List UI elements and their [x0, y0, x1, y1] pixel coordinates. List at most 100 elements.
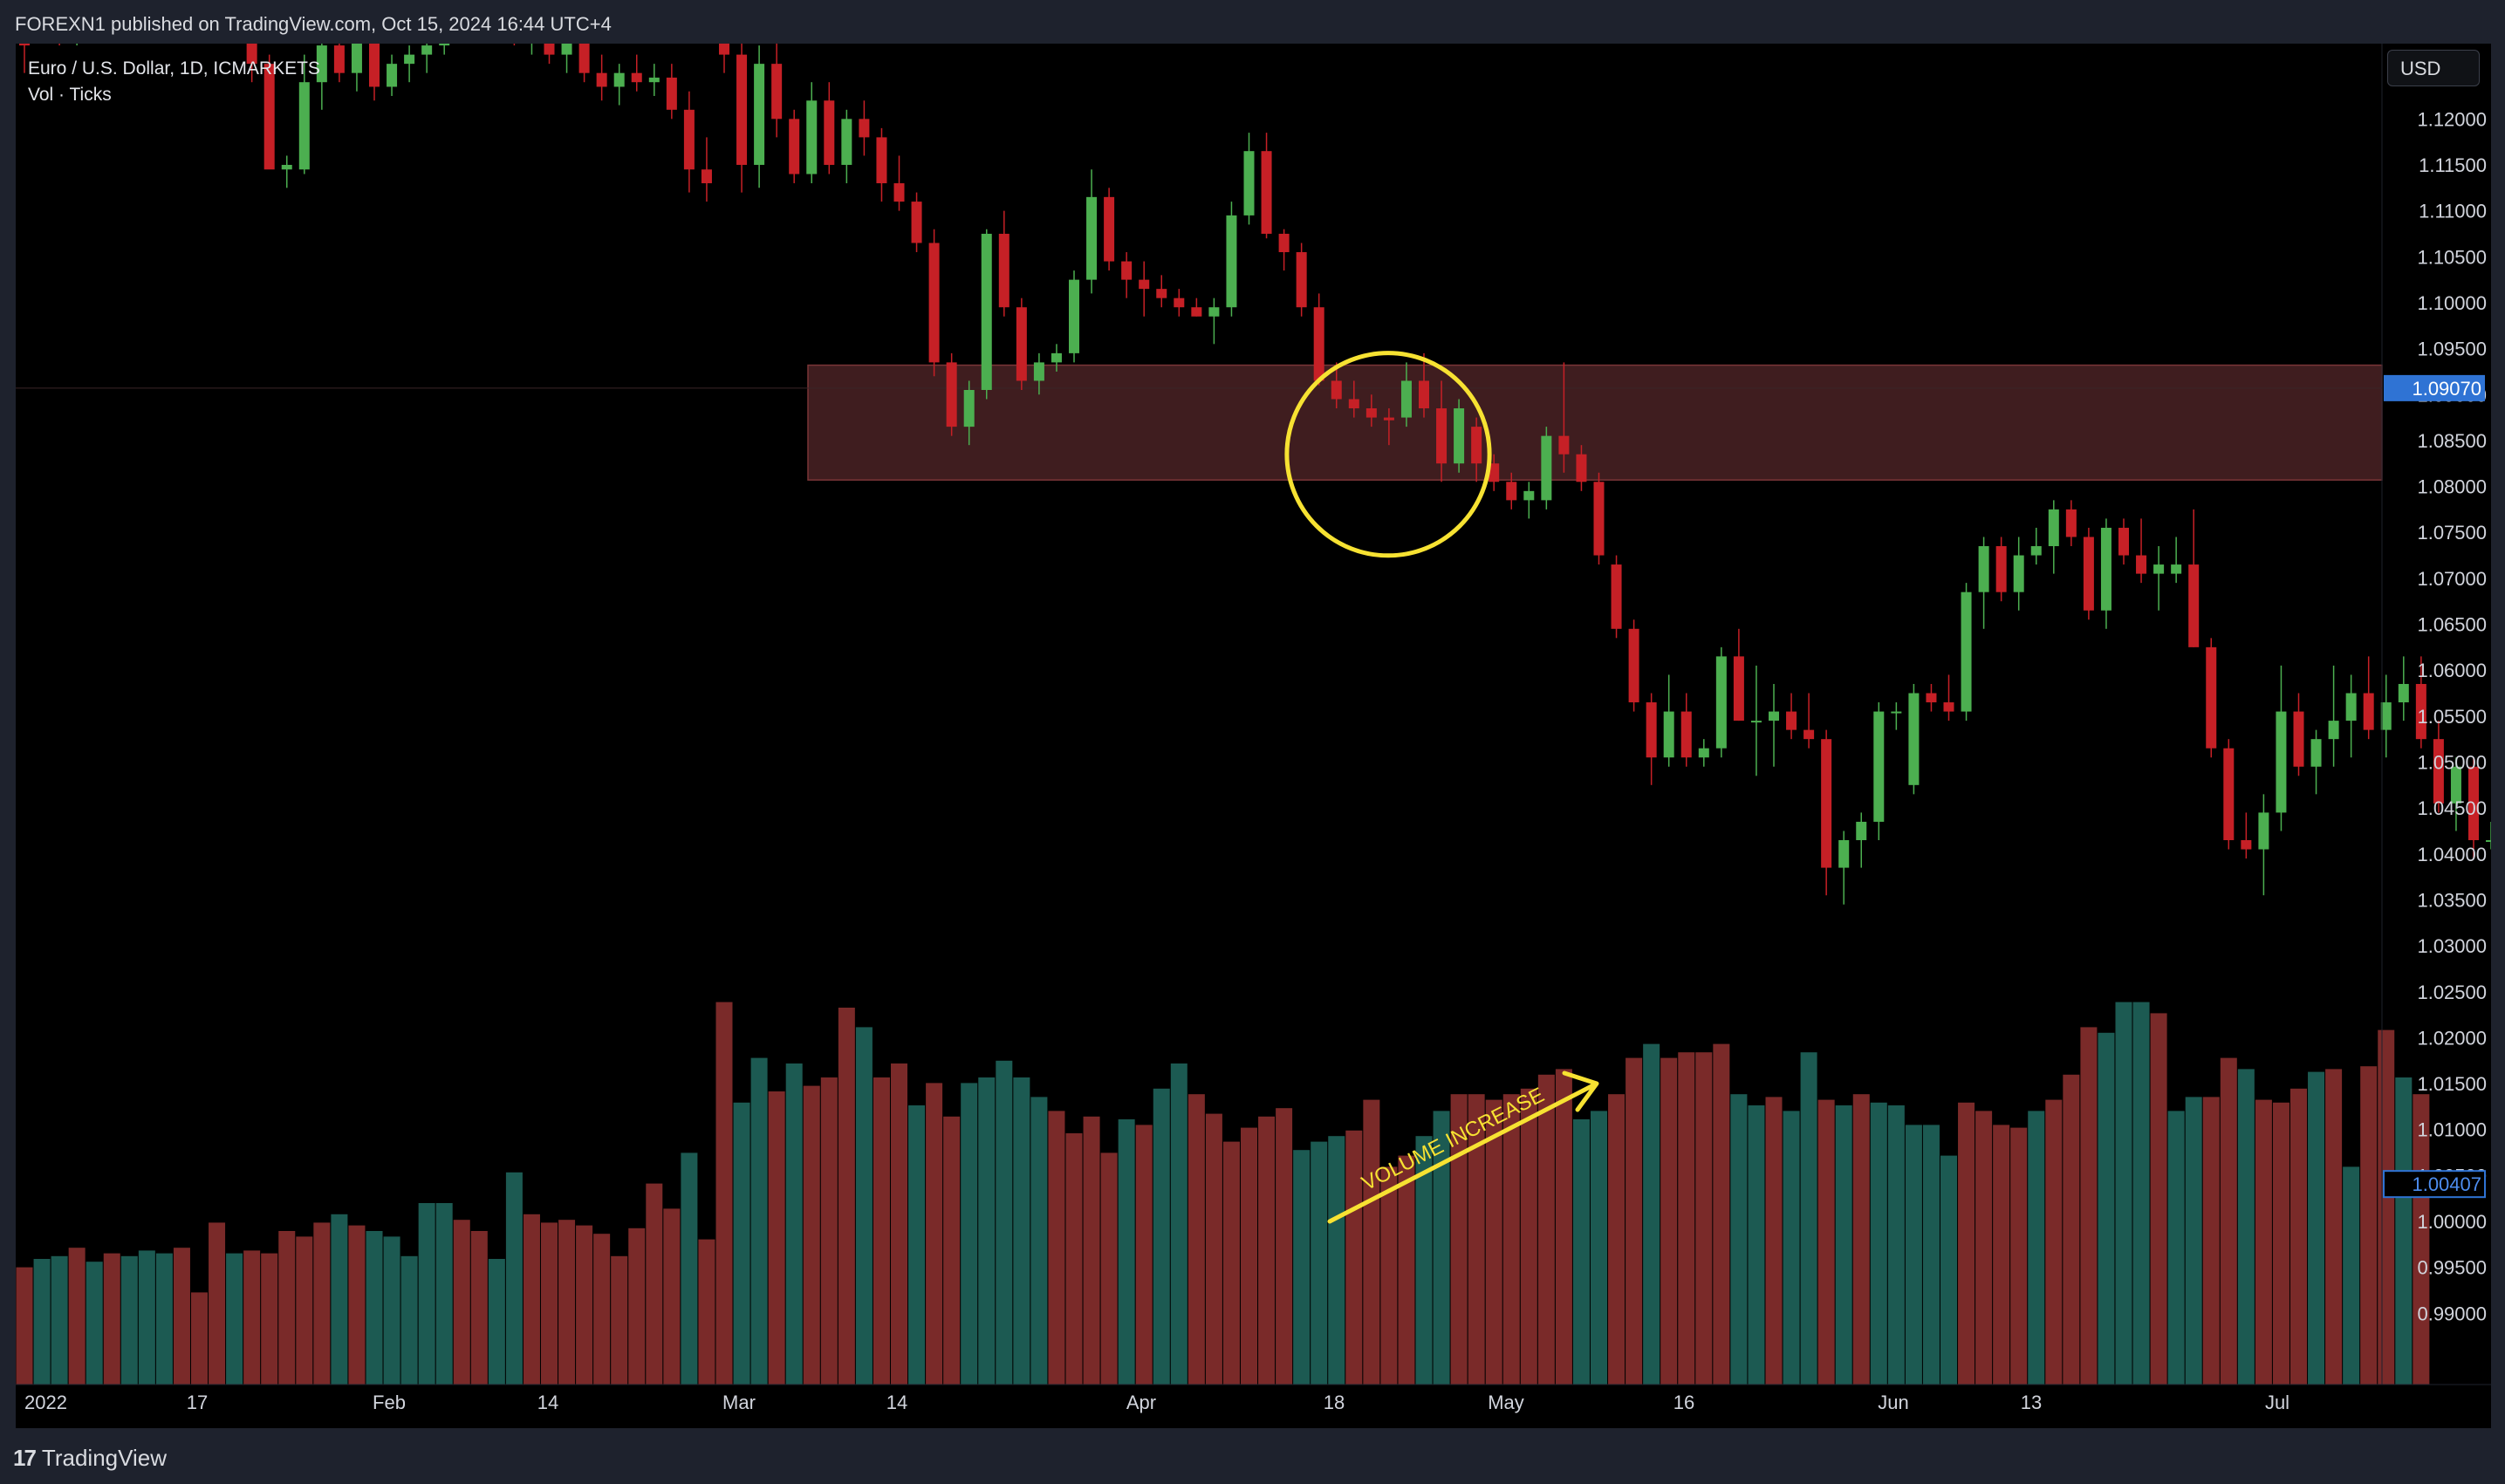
volume-bar — [138, 1250, 155, 1385]
volume-bar — [1502, 1094, 1520, 1385]
volume-bar — [173, 1248, 190, 1385]
volume-bar — [698, 1239, 715, 1385]
time-tick-label: 16 — [1673, 1392, 1694, 1413]
price-tick-label: 1.10000 — [2417, 292, 2487, 314]
volume-legend[interactable]: Vol · Ticks — [28, 85, 112, 105]
candle-body — [736, 54, 748, 165]
volume-bar — [1380, 1166, 1398, 1385]
candle-body — [2241, 840, 2252, 850]
volume-bar — [2202, 1097, 2220, 1385]
volume-arrow-line — [1327, 1082, 1598, 1224]
candle-body — [1489, 463, 1500, 482]
tradingview-logo-icon: 17 — [13, 1445, 37, 1471]
volume-bar — [2028, 1111, 2045, 1385]
candle-body — [2398, 683, 2409, 703]
candle-body — [351, 44, 362, 73]
volume-bar — [1485, 1099, 1502, 1385]
price-tick-label: 1.07000 — [2417, 568, 2487, 590]
price-tick-label: 1.02000 — [2417, 1027, 2487, 1049]
candle-body — [1593, 482, 1605, 556]
highlight-circle — [1284, 351, 1492, 558]
volume-bar — [261, 1253, 278, 1385]
volume-bar — [996, 1060, 1013, 1385]
candle-body — [928, 243, 940, 363]
volume-bar — [2325, 1069, 2343, 1385]
volume-bar — [1713, 1043, 1730, 1385]
candle-body — [2065, 509, 2077, 537]
candle-body — [683, 109, 695, 170]
candle-body — [1838, 840, 1850, 868]
candle-body — [1331, 380, 1342, 400]
volume-bar — [33, 1259, 51, 1385]
candle-body — [2433, 739, 2444, 804]
candle-body — [2310, 739, 2322, 767]
price-tick-label: 1.11500 — [2419, 154, 2487, 176]
volume-bar — [1958, 1102, 1975, 1385]
symbol-legend[interactable]: Euro / U.S. Dollar, 1D, ICMARKETS — [28, 58, 320, 79]
volume-bar — [785, 1063, 803, 1385]
candle-body — [1208, 307, 1220, 317]
candle-body — [859, 119, 870, 138]
candle-body — [1891, 711, 1902, 714]
volume-bar — [435, 1203, 453, 1385]
volume-bar — [1083, 1116, 1100, 1385]
tradingview-logo[interactable]: 17 TradingView — [13, 1445, 167, 1472]
candle-body — [1733, 656, 1744, 721]
candle-body — [1715, 656, 1727, 749]
candle-body — [404, 54, 415, 65]
volume-bar — [838, 1008, 855, 1385]
volume-bar — [1783, 1111, 1800, 1385]
volume-bar — [2237, 1069, 2255, 1385]
price-tick-label: 1.04500 — [2417, 797, 2487, 819]
volume-bar — [505, 1172, 523, 1385]
candle-body — [771, 64, 783, 120]
volume-bar — [1993, 1125, 2010, 1385]
volume-bar — [1241, 1127, 1257, 1385]
candle-body — [1139, 279, 1150, 290]
candle-body — [2136, 555, 2147, 574]
publish-info: FOREXN1 published on TradingView.com, Oc… — [15, 13, 612, 35]
candle-body — [1016, 307, 1027, 381]
volume-bar — [348, 1225, 366, 1385]
volume-bar — [1328, 1136, 1345, 1385]
volume-bar — [2045, 1099, 2063, 1385]
volume-price-label: 1.00407 — [2412, 1173, 2481, 1195]
candle-body — [963, 389, 975, 427]
candle-body — [1436, 408, 1448, 464]
currency-button[interactable]: USD — [2387, 50, 2480, 86]
volume-bar — [278, 1231, 296, 1385]
price-chart[interactable]: VOLUME INCREASE1.120001.115001.110001.10… — [16, 44, 2491, 1428]
candle-body — [701, 169, 712, 184]
candle-body — [2363, 693, 2374, 730]
candle-body — [1033, 362, 1044, 381]
volume-bar — [103, 1253, 120, 1385]
time-tick-label: 18 — [1324, 1392, 1345, 1413]
price-tick-label: 1.01000 — [2417, 1119, 2487, 1141]
chart-panel[interactable]: VOLUME INCREASE 1.12000 1.11500 1.11000 1.10… — [16, 44, 2491, 1428]
volume-bar — [2167, 1111, 2185, 1385]
candle-body — [1365, 408, 1377, 418]
volume-bar — [2063, 1074, 2080, 1385]
volume-bar — [155, 1253, 173, 1385]
time-tick-label: May — [1488, 1392, 1524, 1413]
volume-bar — [2413, 1094, 2430, 1385]
candle-body — [1261, 151, 1272, 234]
volume-bar — [1153, 1088, 1170, 1385]
volume-bar — [1013, 1077, 1030, 1385]
volume-bar — [873, 1077, 890, 1385]
volume-bar — [1643, 1043, 1660, 1385]
volume-bar — [2360, 1066, 2378, 1385]
candle-body — [1821, 739, 1832, 868]
volume-bar — [226, 1253, 243, 1385]
candle-body — [439, 44, 450, 46]
candle-body — [824, 100, 835, 165]
price-tick-label: 1.05000 — [2417, 751, 2487, 773]
volume-bar — [1678, 1052, 1695, 1385]
volume-bar — [2272, 1102, 2289, 1385]
candle-body — [1191, 307, 1202, 317]
price-tick-label: 1.01500 — [2417, 1073, 2487, 1095]
candle-body — [2118, 527, 2129, 556]
volume-bar — [1905, 1125, 1922, 1385]
candle-body — [1121, 261, 1133, 280]
volume-bar — [1800, 1052, 1817, 1385]
